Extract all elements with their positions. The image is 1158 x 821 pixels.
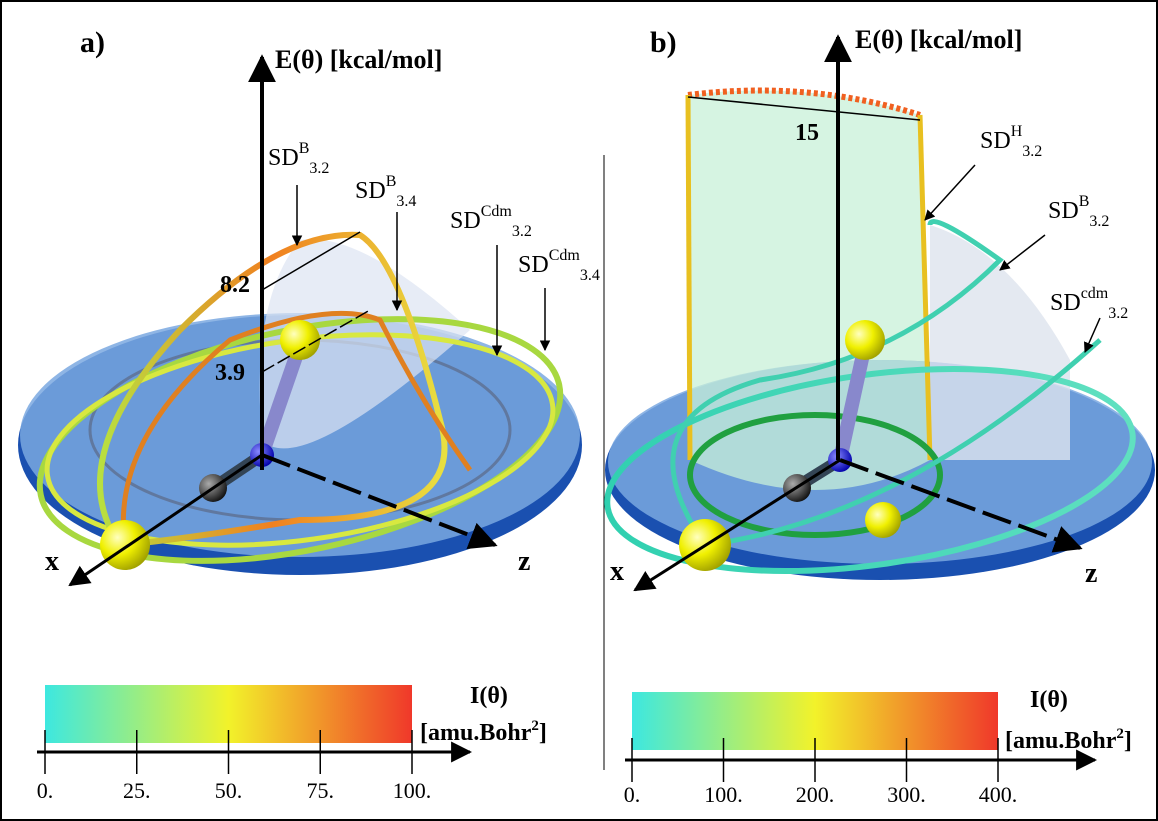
z-axis-label: z (1085, 558, 1097, 589)
x-axis-label: x (610, 556, 624, 587)
energy-level: 3.9 (215, 360, 245, 386)
unit-base: [amu.Bohr (1005, 728, 1117, 754)
curve-sub: 3.4 (396, 193, 416, 210)
curve-base: SD (355, 178, 386, 204)
curve-label: SDH 3.2 (980, 123, 1042, 160)
energy-axis-label: E(θ) [kcal/mol] (275, 45, 442, 74)
colorbar-unit: [amu.Bohr2] (1005, 726, 1132, 754)
curve-sup: Cdm (481, 203, 513, 220)
curve-sub: 3.2 (1022, 143, 1042, 160)
curve-label: SDCdm 3.2 (450, 203, 532, 240)
energy-level: 8.2 (220, 272, 250, 298)
curve-sub: 3.4 (580, 267, 600, 284)
scene-a (18, 54, 582, 587)
curve-sup: Cdm (549, 247, 581, 264)
energy-axis-label: E(θ) [kcal/mol] (855, 25, 1022, 54)
scene-b (604, 34, 1155, 592)
curve-label: SDCdm 3.4 (518, 247, 600, 284)
curve-sup: cdm (1081, 285, 1109, 302)
unit-end: ] (539, 720, 547, 746)
curve-sub: 3.2 (512, 223, 532, 240)
curve-sub: 3.2 (309, 160, 329, 177)
curve-label: SDB 3.2 (268, 140, 329, 177)
curve-sup: B (1079, 193, 1090, 210)
curve-base: SD (518, 252, 549, 278)
unit-sup: 2 (1116, 726, 1124, 742)
curve-base: SD (1048, 198, 1079, 224)
colorbar-tick-label: 300. (887, 782, 926, 807)
colorbar-unit: [amu.Bohr2] (420, 718, 547, 746)
curve-base: SD (450, 208, 481, 234)
colorbar-tick-label: 100. (704, 782, 743, 807)
z-axis-label: z (518, 546, 530, 577)
curve-base: SD (980, 128, 1011, 154)
curve-label: SDcdm 3.2 (1050, 285, 1128, 322)
colorbar-tick-label: 100. (393, 778, 432, 803)
curve-label: SDB 3.2 (1048, 193, 1109, 230)
colorbar-tick-label: 400. (979, 782, 1018, 807)
colorbar-tick-label: 25. (123, 778, 151, 803)
panel-label: a) (80, 26, 105, 59)
unit-sup: 2 (531, 718, 539, 734)
curve-sup: H (1011, 123, 1023, 140)
curve-sub: 3.2 (1089, 213, 1109, 230)
curve-label: SDB 3.4 (355, 173, 416, 210)
unit-end: ] (1124, 728, 1132, 754)
curve-sub: 3.2 (1108, 305, 1128, 322)
curve-base: SD (268, 145, 299, 171)
curve-sup: B (299, 140, 310, 157)
colorbar-tick-label: 0. (37, 778, 54, 803)
colorbar-tick-label: 50. (215, 778, 243, 803)
colorbar-tick-label: 0. (624, 782, 641, 807)
colorbar-tick-label: 75. (307, 778, 335, 803)
curve-base: SD (1050, 290, 1081, 316)
curve-sup: B (386, 173, 397, 190)
energy-level: 15 (795, 120, 819, 146)
panel-label: b) (650, 26, 677, 59)
x-axis-label: x (45, 546, 59, 577)
colorbar-title: I(θ) (1030, 687, 1068, 713)
colorbar-title: I(θ) (470, 683, 508, 709)
unit-base: [amu.Bohr (420, 720, 532, 746)
colorbar-tick-label: 200. (796, 782, 835, 807)
